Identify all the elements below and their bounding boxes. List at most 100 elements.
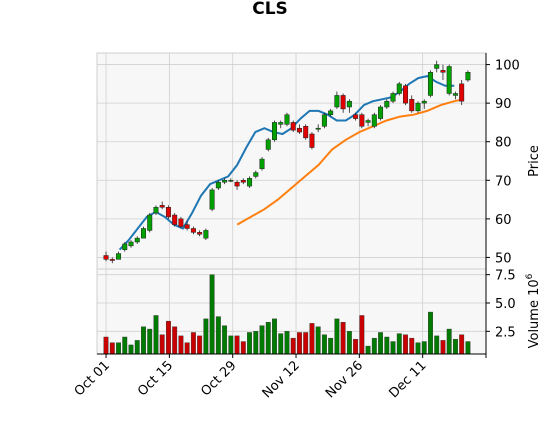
volume-bar xyxy=(135,340,139,354)
candle-body xyxy=(235,182,239,186)
volume-bar xyxy=(123,337,127,354)
volume-bar xyxy=(204,319,208,354)
price-tick-label: 50 xyxy=(495,251,512,266)
volume-bar xyxy=(116,343,120,354)
volume-bar xyxy=(441,340,445,354)
price-tick-label: 100 xyxy=(495,59,520,74)
candle-body xyxy=(291,122,295,130)
candle-body xyxy=(116,254,120,260)
volume-bar xyxy=(291,338,295,354)
candle-body xyxy=(385,101,389,107)
volume-bar xyxy=(110,343,114,354)
candle-body xyxy=(266,140,270,150)
volume-bar xyxy=(341,322,345,354)
candle-body xyxy=(372,115,376,127)
volume-bar xyxy=(385,337,389,354)
candle-body xyxy=(166,207,170,217)
candle-body xyxy=(410,99,414,111)
volume-bar xyxy=(447,329,451,354)
volume-bar xyxy=(285,331,289,354)
volume-bar xyxy=(459,335,463,354)
candle-body xyxy=(434,65,438,69)
candle-body xyxy=(466,72,470,80)
candle-body xyxy=(141,229,145,239)
volume-axis-label-text: Volume xyxy=(527,300,539,348)
candle-body xyxy=(197,232,201,234)
volume-bar xyxy=(428,312,432,354)
price-tick-label: 70 xyxy=(495,174,512,189)
candle-body xyxy=(191,229,195,233)
volume-bar xyxy=(297,332,301,354)
candle-body xyxy=(366,121,370,123)
x-tick-label: Dec 11 xyxy=(386,358,429,401)
volume-tick-label: 2.5 xyxy=(495,325,516,340)
volume-bar xyxy=(422,342,426,354)
price-axis-label: Price xyxy=(527,145,539,177)
candle-body xyxy=(416,103,420,111)
volume-bar xyxy=(310,323,314,354)
volume-bar xyxy=(466,342,470,354)
candle-body xyxy=(378,107,382,119)
candle-body xyxy=(172,215,176,225)
volume-bar xyxy=(278,334,282,354)
candle-body xyxy=(210,190,214,209)
volume-bar xyxy=(185,343,189,354)
volume-bar xyxy=(453,339,457,354)
candle-body xyxy=(453,94,457,96)
candle-body xyxy=(135,238,139,242)
volume-bar xyxy=(372,338,376,354)
volume-bar xyxy=(391,342,395,354)
candle-body xyxy=(241,180,245,182)
candle-body xyxy=(254,173,258,177)
candle-body xyxy=(216,182,220,188)
candle-body xyxy=(347,101,351,107)
volume-bar xyxy=(216,317,220,354)
volume-bar xyxy=(160,335,164,354)
chart-title: CLS xyxy=(252,0,288,19)
volume-axis-exponent-power: 6 xyxy=(525,273,535,279)
candle-body xyxy=(204,230,208,238)
volume-tick-label: 5.0 xyxy=(495,297,516,312)
candle-body xyxy=(229,180,233,181)
candle-body xyxy=(110,259,114,260)
candle-body xyxy=(154,207,158,213)
volume-bar xyxy=(303,332,307,354)
candle-body xyxy=(422,101,426,103)
volume-bar xyxy=(129,345,133,354)
candle-body xyxy=(222,180,226,182)
x-tick-label: Nov 12 xyxy=(260,358,303,401)
volume-bar xyxy=(347,331,351,354)
candle-body xyxy=(447,67,451,94)
candle-body xyxy=(278,122,282,124)
candle-body xyxy=(104,256,108,260)
candle-body xyxy=(310,134,314,148)
volume-axis-exponent-base: 10 xyxy=(527,279,539,296)
volume-bar xyxy=(235,336,239,354)
volume-bar xyxy=(328,338,332,354)
volume-bar xyxy=(335,319,339,354)
candle-body xyxy=(360,115,364,127)
volume-bar xyxy=(191,332,195,354)
candle-body xyxy=(297,128,301,132)
candle-body xyxy=(260,159,264,169)
volume-bar xyxy=(366,346,370,354)
candle-body xyxy=(129,242,133,246)
volume-bar xyxy=(254,331,258,354)
volume-bar xyxy=(416,343,420,354)
candle-body xyxy=(335,95,339,107)
candle-body xyxy=(179,219,183,227)
volume-tick-label: 7.5 xyxy=(495,269,516,284)
volume-bar xyxy=(229,336,233,354)
volume-bar xyxy=(272,319,276,354)
volume-bar xyxy=(316,327,320,354)
volume-bar xyxy=(378,332,382,354)
volume-bar xyxy=(222,326,226,354)
volume-bar xyxy=(104,337,108,354)
volume-bar xyxy=(172,327,176,354)
candle-body xyxy=(397,84,401,94)
volume-bar xyxy=(179,336,183,354)
x-tick-label: Oct 29 xyxy=(198,358,239,399)
candle-body xyxy=(341,95,345,109)
candle-body xyxy=(391,94,395,102)
